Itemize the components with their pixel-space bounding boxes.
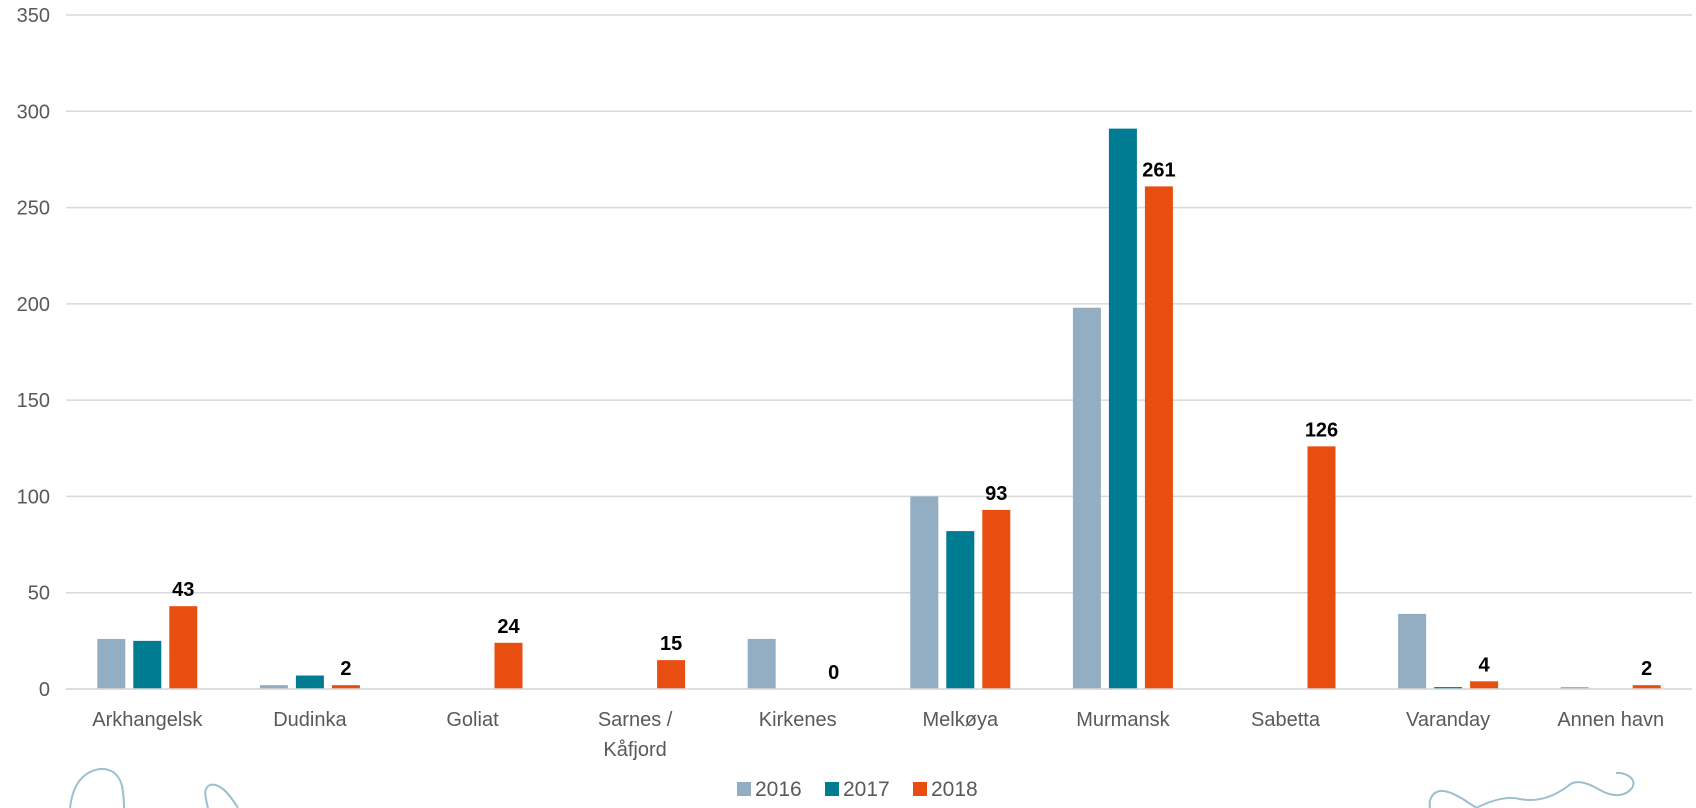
y-tick-label: 100: [17, 486, 50, 508]
x-tick-label: Melkøya: [923, 709, 999, 731]
bar: [657, 660, 686, 689]
data-label: 2: [340, 658, 351, 680]
x-tick-label: Varanday: [1406, 709, 1490, 731]
data-label: 24: [497, 616, 520, 638]
legend-swatch: [737, 782, 751, 796]
x-tick-label: Kåfjord: [603, 739, 666, 761]
x-tick-label: Sarnes /: [598, 709, 673, 731]
bar: [494, 642, 523, 689]
legend-swatch: [913, 782, 927, 796]
bar: [331, 685, 360, 689]
legend-label: 2018: [931, 778, 978, 801]
bar: [295, 675, 324, 689]
bar: [97, 638, 126, 689]
bar: [1434, 687, 1463, 689]
data-label: 93: [985, 483, 1007, 505]
bar: [1307, 446, 1336, 689]
bar: [1470, 681, 1499, 689]
data-label: 261: [1142, 159, 1175, 181]
bar: [910, 496, 939, 689]
legend-swatch: [825, 782, 839, 796]
data-label: 0: [828, 662, 839, 684]
bar: [1560, 687, 1589, 689]
bar: [747, 638, 776, 689]
y-tick-label: 50: [28, 583, 50, 605]
data-label: 126: [1305, 419, 1338, 441]
legend-label: 2017: [843, 778, 890, 801]
bar: [169, 606, 198, 689]
decorative-map-outline: [69, 767, 1635, 808]
bar: [1398, 613, 1427, 689]
y-tick-label: 150: [17, 390, 50, 412]
legend-label: 2016: [755, 778, 802, 801]
y-tick-label: 250: [17, 198, 50, 220]
bar: [1072, 307, 1101, 689]
data-label: 2: [1641, 658, 1652, 680]
bar: [946, 531, 975, 689]
y-tick-label: 200: [17, 294, 50, 316]
bar: [1144, 186, 1173, 690]
bars: [97, 128, 1661, 690]
x-tick-label: Dudinka: [273, 709, 347, 731]
x-tick-label: Kirkenes: [759, 709, 837, 731]
x-tick-label: Annen havn: [1557, 709, 1664, 731]
x-tick-label: Goliat: [446, 709, 499, 731]
y-tick-label: 0: [39, 679, 50, 701]
data-label: 4: [1479, 654, 1491, 676]
x-axis: Arkhangelsk Dudinka Goliat Sarnes / Kåfjord K…: [66, 688, 1692, 761]
bar: [1108, 128, 1137, 690]
legend: 2016 2017 2018: [737, 778, 978, 801]
y-axis: 0 50 100 150 200 250 300 350: [17, 5, 50, 701]
data-label: 15: [660, 633, 682, 655]
x-tick-label: Murmansk: [1076, 709, 1170, 731]
y-tick-label: 350: [17, 5, 50, 27]
bar: [133, 640, 162, 689]
data-label: 43: [172, 579, 194, 601]
x-tick-label: Arkhangelsk: [92, 709, 203, 731]
bar: [1632, 685, 1661, 689]
x-tick-label: Sabetta: [1251, 709, 1321, 731]
bar: [982, 509, 1011, 689]
y-tick-label: 300: [17, 101, 50, 123]
bar: [259, 685, 288, 689]
gridlines: [66, 14, 1692, 690]
data-labels: 43 2 24 15 0 93 261 126 4 2: [172, 159, 1652, 684]
